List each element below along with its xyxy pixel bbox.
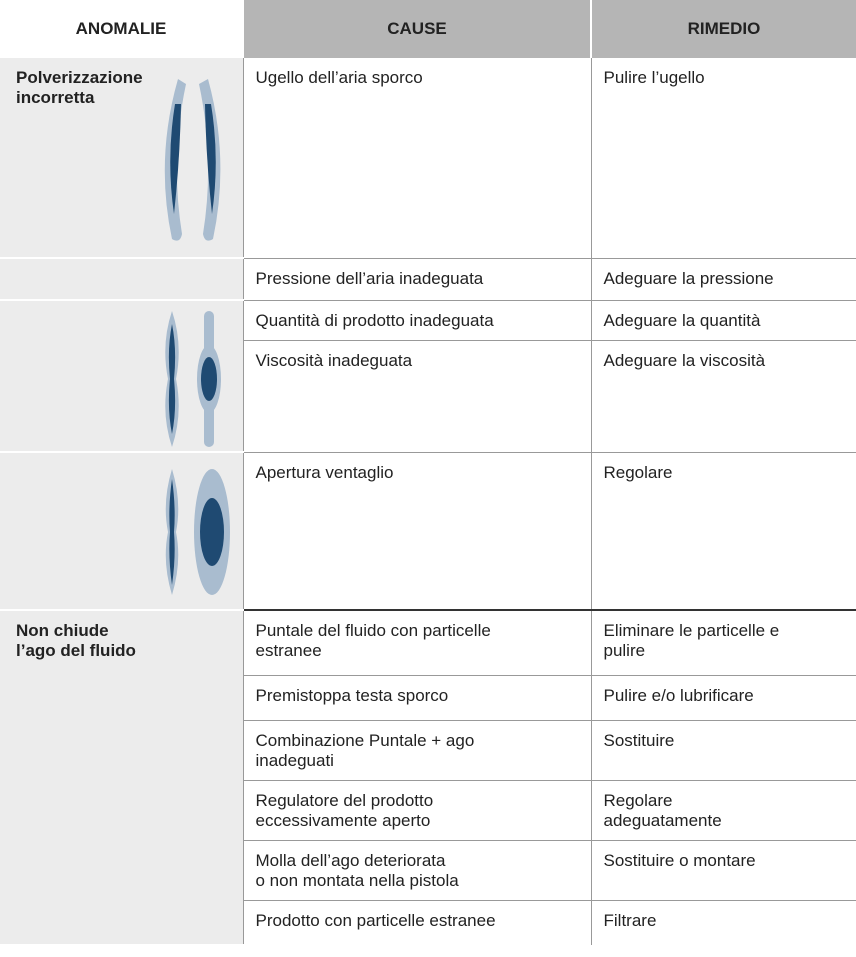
anomaly-cell [0, 452, 243, 611]
cause: Viscosità inadeguata [242, 340, 591, 453]
remedy: Adeguare la viscosità [590, 340, 856, 453]
row: Viscosità inadeguata Adeguare la viscosi… [0, 340, 856, 453]
header: ANOMALIE [75, 19, 167, 38]
spray-icon [164, 79, 221, 241]
cause: Premistoppa testa sporco [242, 675, 591, 721]
remedy: Adeguare la quantità [590, 300, 856, 341]
row: Premistoppa testa sporco Pulire e/o lubr… [0, 675, 856, 721]
remedy: Pulire e/o lubrificare [590, 675, 856, 721]
row: Combinazione Puntale + ago inadeguati So… [0, 720, 856, 781]
cause: Prodotto con particelle estranee [242, 900, 591, 945]
remedy: Regolare adeguatamente [590, 780, 856, 841]
anomaly-cell [0, 258, 243, 301]
cause: Combinazione Puntale + ago inadeguati [242, 720, 591, 781]
remedy: Pulire l’ugello [590, 58, 856, 259]
anomaly-cell: Polverizzazione incorretta [0, 58, 243, 259]
spray-icon [165, 469, 230, 595]
cause: Regulatore del prodotto eccessivamente a… [242, 780, 591, 841]
remedy: Eliminare le particelle e pulire [590, 609, 856, 676]
row: Molla dell’ago deteriorata o non montata… [0, 840, 856, 901]
row: Non chiude l’ago del fluido Puntale del … [0, 609, 856, 946]
cause: Pressione dell’aria inadeguata [242, 258, 591, 301]
anomaly-cell: Non chiude l’ago del fluido [0, 609, 243, 946]
header: CAUSE [242, 0, 591, 58]
header: RIMEDIO [590, 0, 856, 58]
anomaly-cell [0, 300, 243, 453]
row: Prodotto con particelle estranee Filtrar… [0, 900, 856, 945]
header-row: ANOMALIE CAUSE RIMEDIO [0, 0, 856, 58]
row: Quantità di prodotto inadeguata Adeguare… [0, 300, 856, 453]
anomaly: Polverizzazione incorretta [16, 68, 143, 107]
remedy: Filtrare [590, 900, 856, 945]
row: Polverizzazione incorretta Ugello dell’a… [0, 58, 856, 259]
anomaly: Non chiude l’ago del fluido [16, 621, 136, 660]
row: Pressione dell’aria inadeguata Adeguare … [0, 258, 856, 301]
row: Apertura ventaglio Regolare [0, 452, 856, 611]
row: Regulatore del prodotto eccessivamente a… [0, 780, 856, 841]
remedy: Sostituire o montare [590, 840, 856, 901]
spray-icon [165, 311, 221, 447]
remedy: Adeguare la pressione [590, 258, 856, 301]
cause: Apertura ventaglio [242, 452, 591, 611]
cause: Ugello dell’aria sporco [242, 58, 591, 259]
cause: Molla dell’ago deteriorata o non montata… [242, 840, 591, 901]
cause: Quantità di prodotto inadeguata [242, 300, 591, 341]
remedy: Sostituire [590, 720, 856, 781]
cause: Puntale del fluido con particelle estran… [242, 609, 591, 676]
remedy: Regolare [590, 452, 856, 611]
